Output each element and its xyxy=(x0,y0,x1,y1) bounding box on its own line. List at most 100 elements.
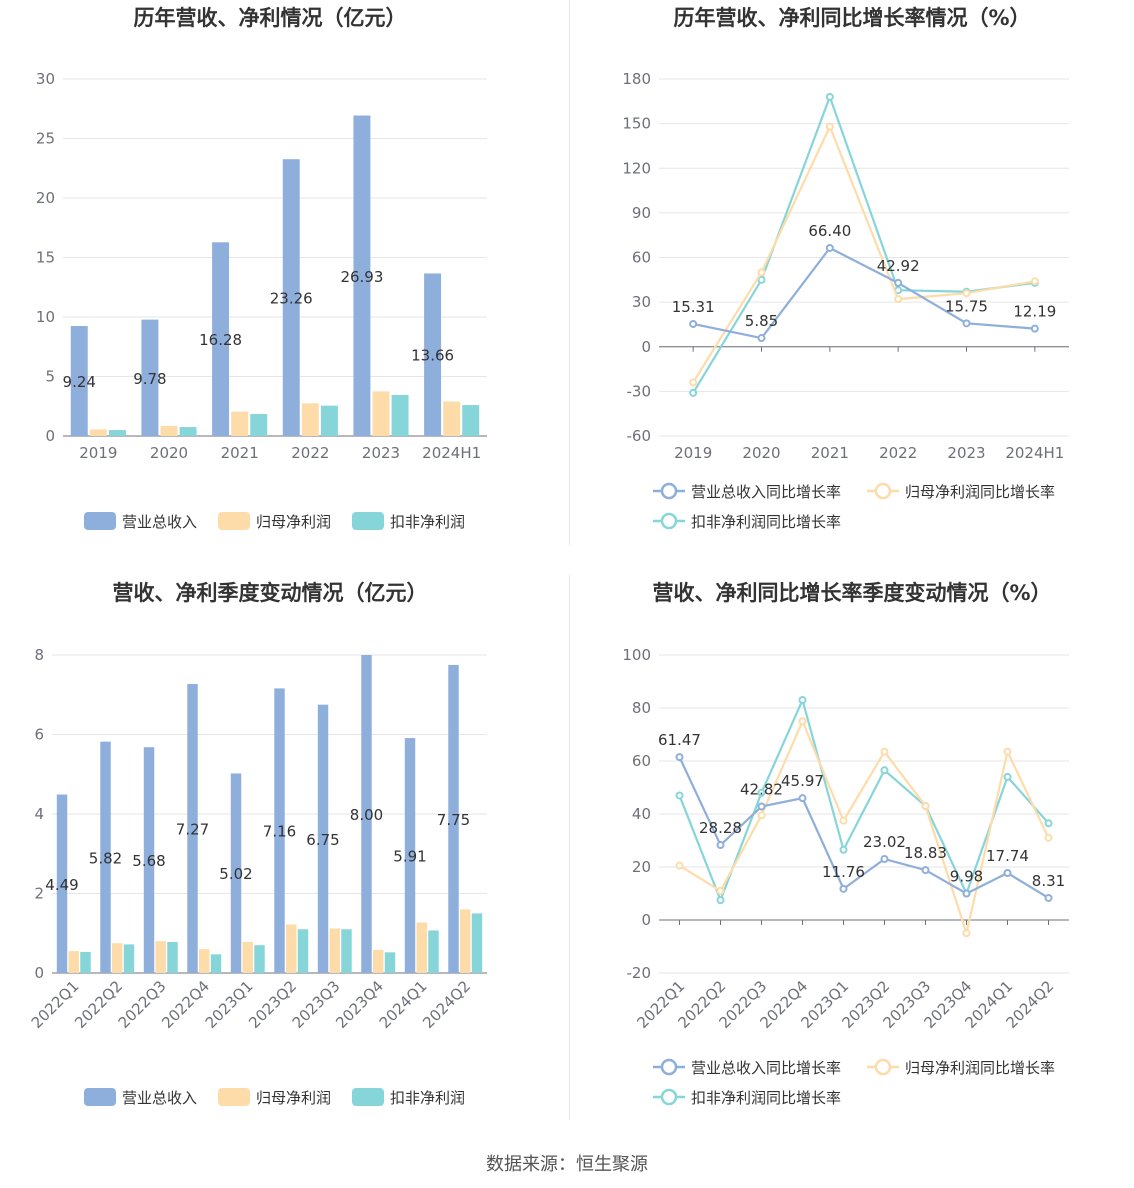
chart-svg: 历年营收、净利情况（亿元） 0 5 10 15 20 25 30 2019 2020 2021 202… xyxy=(36,6,487,531)
line-data-label: 61.47 xyxy=(658,731,701,749)
series-point xyxy=(839,884,848,893)
bar-net-profit xyxy=(460,909,471,973)
y-tick-label: 25 xyxy=(36,130,55,148)
legend-marker xyxy=(874,1058,892,1076)
line-data-label: 12.19 xyxy=(1013,303,1056,321)
series-point xyxy=(962,929,971,938)
series-line xyxy=(692,246,1035,340)
y-tick-label: 60 xyxy=(632,249,651,267)
line-data-label: 23.02 xyxy=(863,833,906,851)
chart-svg: 历年营收、净利同比增长率情况（%） -60 -30 0 30 60 90 120 150 180 2… xyxy=(622,6,1069,531)
bar-revenue xyxy=(56,794,68,973)
x-tick-label: 2024H1 xyxy=(422,444,481,462)
line-data-label: 42.82 xyxy=(740,781,783,799)
series-point xyxy=(757,811,766,820)
bar-net-profit xyxy=(373,949,384,973)
y-tick-label: 15 xyxy=(36,249,55,267)
bar-deducted-profit xyxy=(471,913,483,973)
bar-revenue xyxy=(100,741,111,973)
y-tick-label: 30 xyxy=(632,293,651,311)
bar-net-profit xyxy=(372,391,390,436)
legend-marker xyxy=(660,1088,678,1106)
bar-revenue xyxy=(230,773,242,973)
legend-label: 扣非净利润同比增长率 xyxy=(691,1089,841,1107)
bar-revenue xyxy=(70,326,88,436)
chart-title: 历年营收、净利情况（亿元） xyxy=(134,6,407,30)
bar-revenue xyxy=(424,273,442,436)
bar-revenue xyxy=(143,747,155,973)
series-point xyxy=(757,268,766,277)
y-tick-label: 90 xyxy=(632,204,651,222)
bar-deducted-profit xyxy=(167,941,178,973)
series-point xyxy=(894,295,903,304)
series-point xyxy=(689,319,698,328)
y-tick-label: 120 xyxy=(622,159,651,177)
legend-label: 归母净利润 xyxy=(256,1089,331,1107)
x-tick-label: 2022Q2 xyxy=(71,977,126,1032)
series-point xyxy=(880,766,889,775)
x-tick-label: 2023Q3 xyxy=(289,977,344,1032)
bar-deducted-profit xyxy=(297,929,309,973)
y-tick-label: 30 xyxy=(36,70,55,88)
series-point xyxy=(839,845,848,854)
bar-data-label: 23.26 xyxy=(270,290,313,308)
bar-data-label: 6.75 xyxy=(306,831,339,849)
chart-title: 营收、净利季度变动情况（亿元） xyxy=(113,581,428,605)
series-point xyxy=(757,334,766,343)
chart-group: 历年营收、净利情况（亿元） 0 5 10 15 20 25 30 2019 2020 2021 202… xyxy=(36,6,487,531)
series-point xyxy=(1044,819,1053,828)
series-point xyxy=(798,696,807,705)
bar-revenue xyxy=(141,319,159,436)
data-source: 数据来源：恒生聚源 xyxy=(486,1154,648,1175)
series-point xyxy=(757,788,766,797)
series-point xyxy=(689,378,698,387)
y-tick-label: 20 xyxy=(632,858,651,876)
y-tick-label: 0 xyxy=(45,427,55,445)
annual-growth-rate-chart: 历年营收、净利同比增长率情况（%） -60 -30 0 30 60 90 120 150 180 2… xyxy=(567,0,1134,560)
line-data-label: 18.83 xyxy=(904,844,947,862)
y-tick-label: 10 xyxy=(36,308,55,326)
legend-label: 营业总收入同比增长率 xyxy=(691,1059,841,1077)
chart-title: 营收、净利同比增长率季度变动情况（%） xyxy=(652,581,1051,605)
legend-label: 归母净利润 xyxy=(256,513,331,531)
bottom-divider xyxy=(569,575,570,1120)
x-tick-label: 2024Q1 xyxy=(376,977,431,1032)
series-point xyxy=(825,122,834,131)
bar-net-profit xyxy=(329,928,340,973)
series-point xyxy=(962,319,971,328)
legend-label: 扣非净利润 xyxy=(390,1089,465,1107)
quarterly-growth-rate-chart: 营收、净利同比增长率季度变动情况（%） -20 0 20 40 60 80 100 2022Q1… xyxy=(567,575,1134,1135)
line-data-label: 11.76 xyxy=(822,863,865,881)
bar-net-profit xyxy=(89,429,107,436)
x-tick-label: 2022 xyxy=(879,444,917,462)
bar-net-profit xyxy=(199,949,210,973)
series-point xyxy=(675,861,684,870)
annual-revenue-profit-chart: 历年营收、净利情况（亿元） 0 5 10 15 20 25 30 2019 2020 2021 202… xyxy=(0,0,567,560)
bar-revenue xyxy=(212,242,230,436)
line-data-label: 8.31 xyxy=(1032,872,1065,890)
line-data-label: 28.28 xyxy=(699,819,742,837)
top-divider xyxy=(569,0,570,545)
chart-title: 历年营收、净利同比增长率情况（%） xyxy=(673,6,1030,30)
series-line xyxy=(678,756,1050,899)
bar-deducted-profit xyxy=(320,405,338,436)
series-point xyxy=(1003,868,1012,877)
x-tick-label: 2024H1 xyxy=(1005,444,1064,462)
x-tick-label: 2024Q2 xyxy=(419,977,474,1032)
bar-data-label: 5.82 xyxy=(89,849,122,867)
bar-data-label: 5.02 xyxy=(219,865,252,883)
legend-marker xyxy=(660,482,678,500)
legend-swatch xyxy=(218,1088,250,1106)
y-tick-label: -30 xyxy=(627,382,652,400)
bar-net-profit xyxy=(231,411,249,436)
legend-swatch xyxy=(352,1088,384,1106)
y-tick-label: 6 xyxy=(34,726,44,744)
legend-marker xyxy=(660,1058,678,1076)
bar-net-profit xyxy=(160,425,178,436)
bar-revenue xyxy=(282,159,300,436)
series-point xyxy=(825,92,834,101)
series-point xyxy=(675,791,684,800)
bar-data-label: 5.68 xyxy=(132,852,165,870)
line-data-label: 5.85 xyxy=(745,312,778,330)
legend-label: 扣非净利润 xyxy=(390,513,465,531)
